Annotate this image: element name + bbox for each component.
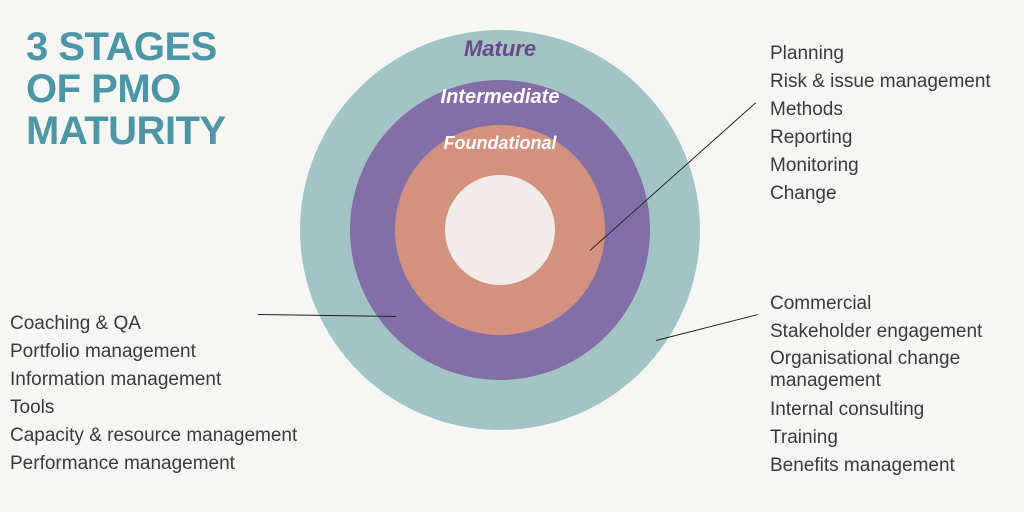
ring-label-outer: Mature xyxy=(464,36,536,62)
list-item: Organisational change management xyxy=(770,348,1000,392)
list-item: Monitoring xyxy=(770,152,991,180)
list-item: Information management xyxy=(10,366,297,394)
list-item: Tools xyxy=(10,394,297,422)
page-title: 3 STAGES OF PMO MATURITY xyxy=(26,26,226,152)
ring-label-middle: Intermediate xyxy=(441,86,560,109)
list-item: Planning xyxy=(770,40,991,68)
title-line-1: 3 STAGES xyxy=(26,26,226,68)
list-mature: CommercialStakeholder engagementOrganisa… xyxy=(770,290,1000,480)
list-item: Reporting xyxy=(770,124,991,152)
list-intermediate: Coaching & QAPortfolio managementInforma… xyxy=(10,310,297,478)
list-item: Training xyxy=(770,424,1000,452)
title-line-3: MATURITY xyxy=(26,110,226,152)
title-line-2: OF PMO xyxy=(26,68,226,110)
ring-label-inner: Foundational xyxy=(444,133,557,154)
list-item: Benefits management xyxy=(770,452,1000,480)
list-item: Internal consulting xyxy=(770,396,1000,424)
list-item: Portfolio management xyxy=(10,338,297,366)
list-item: Coaching & QA xyxy=(10,310,297,338)
list-foundational: PlanningRisk & issue managementMethodsRe… xyxy=(770,40,991,208)
list-item: Methods xyxy=(770,96,991,124)
list-item: Commercial xyxy=(770,290,1000,318)
ring-core xyxy=(445,175,555,285)
list-item: Performance management xyxy=(10,450,297,478)
list-item: Capacity & resource management xyxy=(10,422,297,450)
list-item: Change xyxy=(770,180,991,208)
list-item: Risk & issue management xyxy=(770,68,991,96)
list-item: Stakeholder engagement xyxy=(770,318,1000,346)
